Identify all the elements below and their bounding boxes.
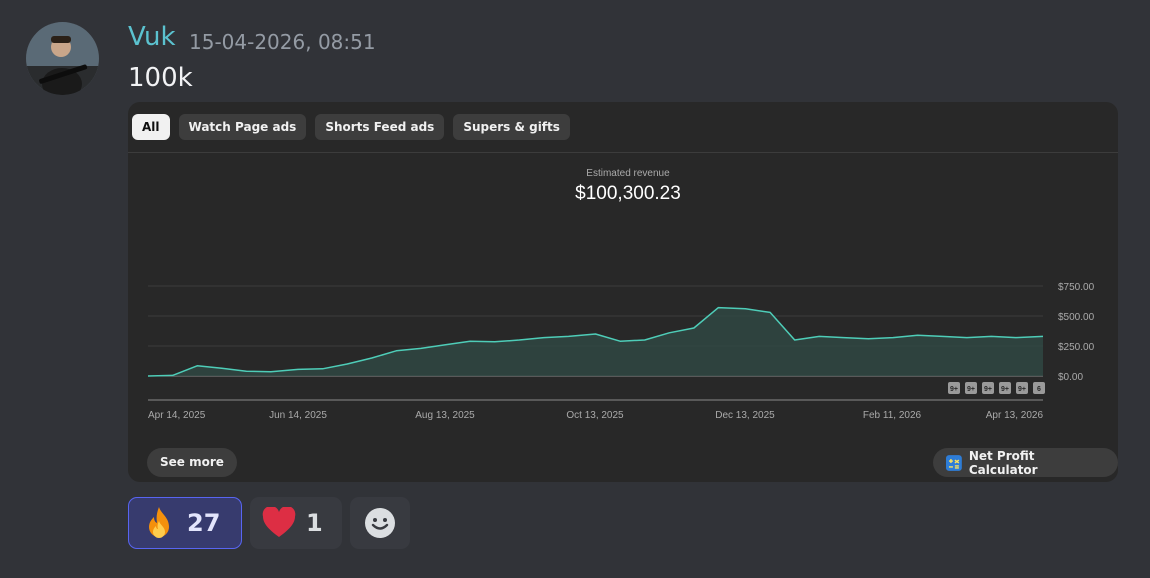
message-text: 100k — [128, 63, 193, 93]
tab-shorts-feed-ads[interactable]: Shorts Feed ads — [315, 114, 445, 140]
milestone-badge-label: 9+ — [950, 386, 958, 393]
metric-value: $100,300.23 — [575, 183, 681, 204]
milestone-badge-label: 9+ — [984, 386, 992, 393]
milestone-badge-label: 9+ — [1018, 386, 1026, 393]
net-profit-calculator-button[interactable]: Net Profit Calculator — [933, 448, 1118, 477]
tab-supers-gifts[interactable]: Supers & gifts — [453, 114, 570, 140]
milestone-badge-label: 9+ — [1001, 386, 1009, 393]
revenue-chart: $0.00 $250.00 $500.00 $750.00 Apr 14, 2025 Ju… — [147, 282, 1095, 421]
see-more-button[interactable]: See more — [147, 448, 237, 477]
x-tick-label: Feb 11, 2026 — [863, 410, 922, 421]
reactions-bar: 27 1 — [128, 497, 410, 549]
x-tick-label: Apr 14, 2025 — [148, 410, 206, 421]
add-reaction-button[interactable] — [350, 497, 410, 549]
reaction-heart[interactable]: 1 — [250, 497, 342, 549]
x-tick-label: Apr 13, 2026 — [986, 410, 1044, 421]
y-tick-label: $500.00 — [1058, 312, 1095, 323]
net-profit-calculator-label: Net Profit Calculator — [968, 448, 1038, 477]
y-tick-label: $750.00 — [1058, 282, 1095, 293]
milestone-badge — [1016, 382, 1028, 394]
tabs-divider — [128, 152, 1118, 153]
tab-watch-page-ads[interactable]: Watch Page ads — [178, 114, 307, 140]
milestone-badge-label: 6 — [1037, 386, 1041, 393]
milestone-badge-label: 9+ — [967, 386, 975, 393]
username[interactable]: Vuk — [128, 22, 176, 52]
x-tick-label: Aug 13, 2025 — [415, 410, 475, 421]
revenue-tabs: All Watch Page ads Shorts Feed ads Super… — [132, 114, 570, 140]
tab-all[interactable]: All — [132, 114, 170, 140]
x-tick-label: Oct 13, 2025 — [566, 410, 624, 421]
revenue-area — [148, 307, 1043, 376]
reaction-fire-count: 27 — [187, 509, 221, 537]
heart-emoji — [262, 507, 296, 537]
fire-emoji — [149, 507, 169, 538]
milestone-badge — [948, 382, 960, 394]
metric-label: Estimated revenue — [586, 168, 670, 179]
message-timestamp: 15-04-2026, 08:51 — [189, 30, 376, 54]
x-tick-label: Dec 13, 2025 — [715, 410, 775, 421]
milestone-badge — [999, 382, 1011, 394]
avatar-photo — [26, 22, 99, 95]
calculator-icon — [945, 454, 962, 471]
reaction-heart-count: 1 — [306, 509, 323, 537]
user-avatar[interactable] — [26, 22, 99, 95]
revenue-card: All Watch Page ads Shorts Feed ads Super… — [128, 102, 1118, 482]
add-reaction-icon — [365, 508, 395, 538]
y-tick-label: $250.00 — [1058, 342, 1095, 353]
milestone-badge — [982, 382, 994, 394]
reaction-fire[interactable]: 27 — [128, 497, 242, 549]
milestone-badge — [965, 382, 977, 394]
x-tick-label: Jun 14, 2025 — [269, 410, 327, 421]
revenue-line — [147, 306, 1044, 377]
y-tick-label: $0.00 — [1058, 372, 1083, 383]
milestone-badge — [1033, 382, 1045, 394]
